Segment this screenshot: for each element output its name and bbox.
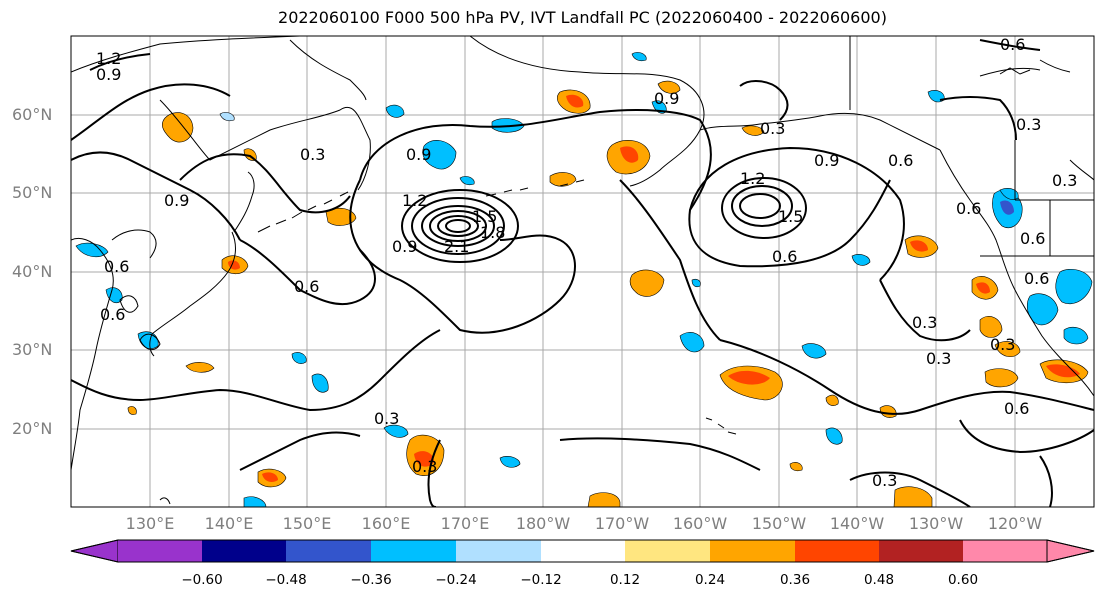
lat-label: 50°N	[12, 183, 53, 202]
lon-label: 150°W	[751, 514, 807, 533]
contour-label: 0.9	[406, 145, 431, 164]
colorbar-tick: 0.48	[863, 572, 895, 588]
colorbar	[70, 539, 1095, 563]
contour-label: 0.9	[96, 65, 121, 84]
lat-label: 30°N	[12, 340, 53, 359]
lon-label: 130°W	[908, 514, 964, 533]
colorbar-tick: 0.36	[779, 572, 811, 588]
colorbar-tick: −0.12	[520, 572, 562, 588]
lon-label: 160°E	[361, 514, 411, 533]
pv-contours	[71, 39, 1094, 507]
contour-label: 1.8	[480, 223, 505, 242]
colorbar-tick: −0.36	[350, 572, 392, 588]
contour-label: 0.3	[760, 119, 785, 138]
contour-label: 0.3	[300, 145, 325, 164]
lat-label: 60°N	[12, 105, 53, 124]
lon-label: 120°W	[987, 514, 1043, 533]
contour-label: 0.3	[1016, 115, 1041, 134]
contour-label: 0.6	[888, 151, 913, 170]
contour-label: 0.3	[374, 409, 399, 428]
colorbar-tick: −0.48	[265, 572, 307, 588]
contour-label: 0.6	[1020, 229, 1045, 248]
colorbar-tick: 0.60	[947, 572, 979, 588]
contour-label: 0.3	[912, 313, 937, 332]
lon-label: 170°W	[594, 514, 650, 533]
contour-label: 0.6	[1004, 399, 1029, 418]
map-title: 2022060100 F000 500 hPa PV, IVT Landfall…	[278, 8, 887, 27]
contour-label: 1.5	[472, 207, 497, 226]
lat-label: 40°N	[12, 262, 53, 281]
lon-label: 170°E	[440, 514, 490, 533]
contour-label: 0.6	[956, 199, 981, 218]
contour-label: 1.2	[402, 191, 427, 210]
lon-label: 160°W	[672, 514, 728, 533]
contour-label: 0.3	[872, 471, 897, 490]
contour-label: 1.2	[740, 169, 765, 188]
contour-label: 0.3	[990, 335, 1015, 354]
contour-label: 0.6	[294, 277, 319, 296]
contour-label: 0.3	[412, 457, 437, 476]
map-border	[70, 35, 1095, 508]
colorbar-extend-low	[70, 539, 119, 563]
contour-label: 0.9	[392, 237, 417, 256]
lon-label: 130°E	[125, 514, 175, 533]
colorbar-tick: 0.12	[609, 572, 641, 588]
contour-label: 0.3	[926, 349, 951, 368]
contour-label: 0.6	[1000, 35, 1025, 54]
contour-label: 0.6	[104, 257, 129, 276]
colorbar-extend-high	[1046, 539, 1095, 563]
contour-label: 1.2	[96, 49, 121, 68]
lat-label: 20°N	[12, 419, 53, 438]
lon-label: 140°W	[829, 514, 885, 533]
contour-label: 0.6	[1024, 269, 1049, 288]
lon-label: 150°E	[282, 514, 332, 533]
contour-label: 0.9	[164, 191, 189, 210]
colorbar-tick: −0.60	[181, 572, 223, 588]
contour-label: 0.6	[100, 305, 125, 324]
contour-label: 0.9	[654, 89, 679, 108]
colorbar-tick: −0.24	[435, 572, 477, 588]
lon-label: 140°E	[204, 514, 254, 533]
contour-label: 0.9	[814, 151, 839, 170]
contour-label: 1.5	[778, 207, 803, 226]
pv-contour-labels: 1.2 0.9 0.6 0.3 0.9 1.2 1.5 2.1 1.8 0.9 …	[96, 35, 1077, 490]
colorbar-tick: 0.24	[694, 572, 726, 588]
contour-label: 0.6	[772, 247, 797, 266]
contour-label: 2.1	[444, 237, 469, 256]
contour-label: 0.3	[1052, 171, 1077, 190]
lon-label: 180°W	[515, 514, 571, 533]
